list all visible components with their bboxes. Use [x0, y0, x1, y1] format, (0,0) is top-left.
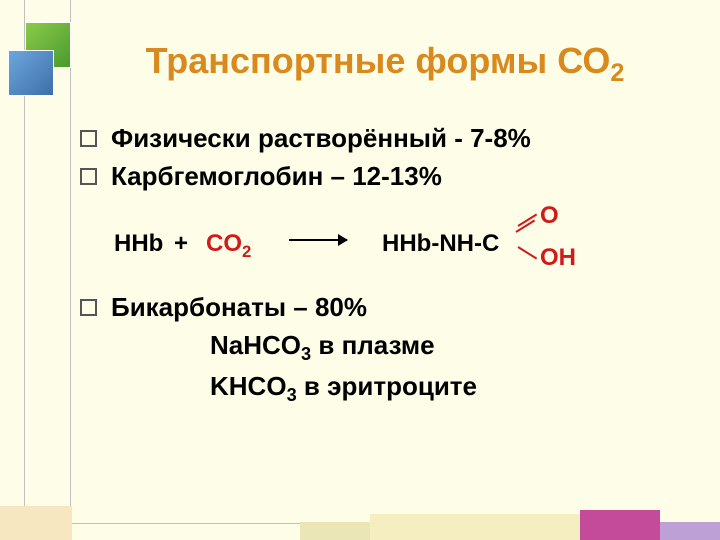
subline-2-pre: KHCO [210, 371, 287, 401]
eqn-o-top: O [540, 199, 559, 233]
eqn-bond-single [517, 246, 537, 259]
subline-1-sub: 3 [301, 344, 311, 364]
bullet-marker [80, 130, 97, 147]
subline-1: NaHCO3 в плазме [210, 327, 690, 368]
content-area: Физически растворённый - 7-8% Карбгемогл… [80, 120, 690, 409]
eqn-o-bot: OH [540, 241, 576, 275]
eqn-hhb: HHb [114, 227, 163, 261]
bottom-bar-pink [580, 510, 660, 540]
subline-1-post: в плазме [311, 330, 434, 360]
bullet-2-text: Карбгемоглобин – 12-13% [111, 158, 442, 194]
bullet-marker [80, 299, 97, 316]
bullet-3: Бикарбонаты – 80% [80, 289, 690, 325]
eqn-arrow-icon [289, 239, 347, 241]
bullet-1: Физически растворённый - 7-8% [80, 120, 690, 156]
bottom-bar [0, 506, 72, 540]
bottom-bar-lilac [660, 522, 720, 540]
decor-square-blue [8, 50, 54, 96]
eqn-product: HHb-NH-C [382, 227, 499, 261]
subline-1-pre: NaHCO [210, 330, 301, 360]
title-text: Транспортные формы СО [146, 40, 611, 81]
eqn-plus: + [174, 227, 188, 261]
slide-title: Транспортные формы СО2 [80, 40, 690, 88]
subline-2-post: в эритроците [297, 371, 477, 401]
eqn-co2-pre: CO [206, 230, 242, 257]
bullet-marker [80, 168, 97, 185]
eqn-co2: CO2 [206, 227, 251, 263]
equation: HHb + CO2 HHb-NH-C O OH [114, 205, 690, 275]
bullet-1-text: Физически растворённый - 7-8% [111, 120, 531, 156]
subline-2: KHCO3 в эритроците [210, 368, 690, 409]
eqn-co2-sub: 2 [242, 242, 251, 261]
subline-2-sub: 3 [287, 385, 297, 405]
bullet-3-text: Бикарбонаты – 80% [111, 289, 367, 325]
left-decor [24, 0, 70, 540]
bottom-bar [300, 522, 370, 540]
bottom-bar [370, 514, 580, 540]
bullet-2: Карбгемоглобин – 12-13% [80, 158, 690, 194]
title-sub: 2 [610, 59, 624, 87]
